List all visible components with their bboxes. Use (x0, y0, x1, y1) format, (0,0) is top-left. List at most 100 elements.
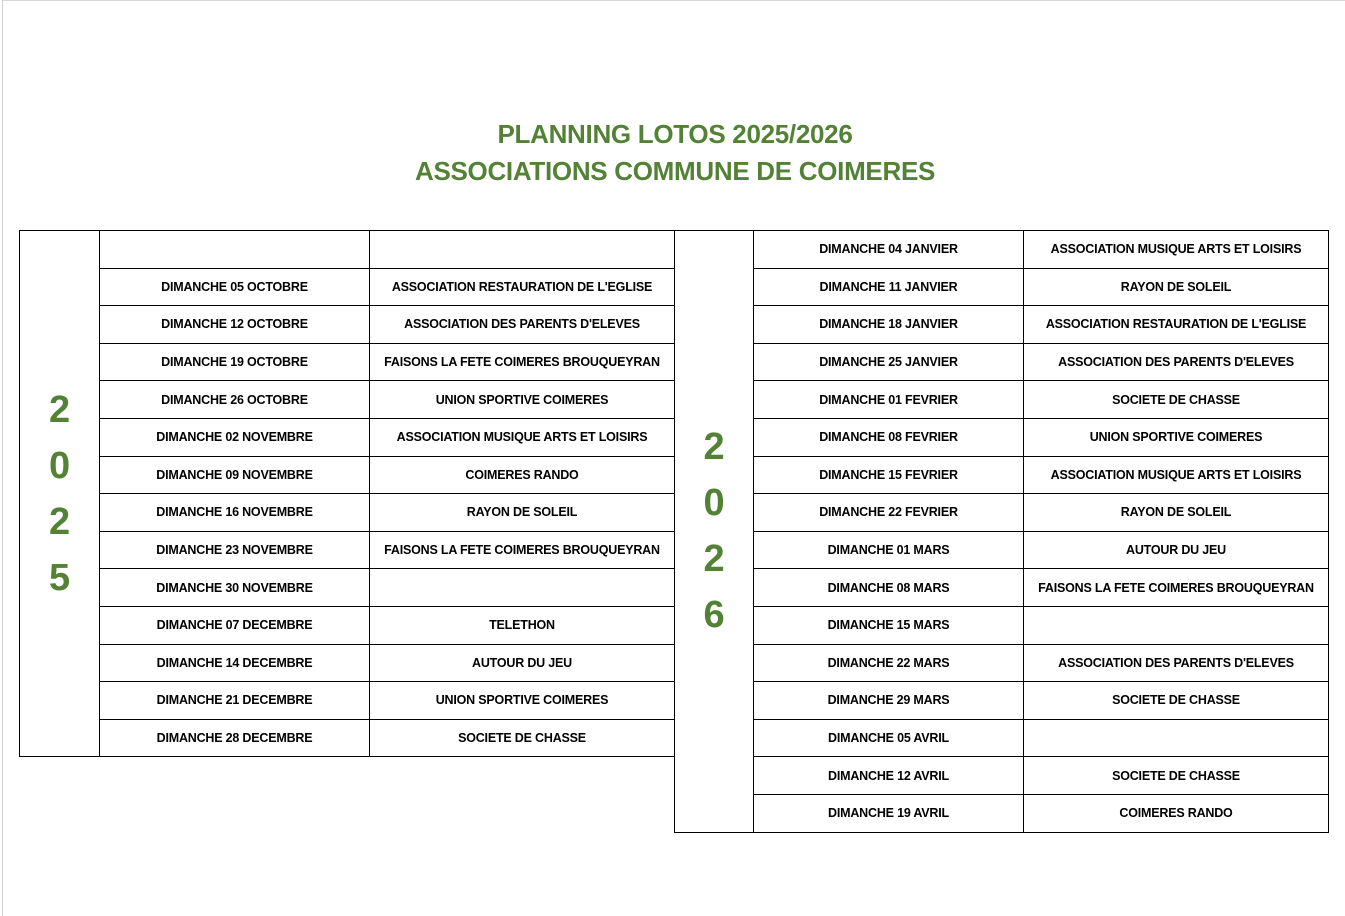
table-row: DIMANCHE 16 NOVEMBRE RAYON DE SOLEIL (20, 493, 675, 532)
schedule-table-2026: 2 0 2 6 DIMANCHE 04 JANVIER ASSOCIATION MUSIQ… (674, 230, 1329, 833)
table-row: DIMANCHE 08 FEVRIER UNION SPORTIVE COIMER… (675, 417, 1329, 457)
date-cell: DIMANCHE 19 OCTOBRE (99, 342, 370, 382)
association-cell: FAISONS LA FETE COIMERES BROUQUEYRAN (369, 342, 675, 382)
year-digit: 0 (703, 482, 725, 525)
table-row: DIMANCHE 01 MARS AUTOUR DU JEU (675, 530, 1329, 570)
table-row: DIMANCHE 22 MARS ASSOCIATION DES PARENTS … (675, 643, 1329, 683)
date-cell: DIMANCHE 05 AVRIL (753, 718, 1024, 758)
date-cell: DIMANCHE 19 AVRIL (753, 793, 1024, 833)
table-row: DIMANCHE 05 OCTOBRE ASSOCIATION RESTAURAT… (20, 267, 675, 307)
association-cell: SOCIETE DE CHASSE (369, 718, 675, 758)
year-digit: 2 (703, 426, 725, 469)
date-cell: DIMANCHE 08 FEVRIER (753, 417, 1024, 457)
table-row: DIMANCHE 14 DECEMBRE AUTOUR DU JEU (20, 643, 675, 683)
date-cell: DIMANCHE 16 NOVEMBRE (99, 493, 370, 532)
year-digit: 6 (703, 594, 725, 637)
table-row: DIMANCHE 11 JANVIER RAYON DE SOLEIL (675, 267, 1329, 307)
association-cell: RAYON DE SOLEIL (1023, 493, 1329, 532)
table-row: DIMANCHE 07 DECEMBRE TELETHON (20, 605, 675, 645)
table-row: DIMANCHE 19 AVRIL COIMERES RANDO (675, 793, 1329, 833)
date-cell: DIMANCHE 14 DECEMBRE (99, 643, 370, 683)
date-cell: DIMANCHE 23 NOVEMBRE (99, 530, 370, 570)
date-cell: DIMANCHE 12 AVRIL (753, 756, 1024, 795)
table-row: DIMANCHE 22 FEVRIER RAYON DE SOLEIL (675, 493, 1329, 532)
association-cell: AUTOUR DU JEU (1023, 530, 1329, 570)
table-row: DIMANCHE 08 MARS FAISONS LA FETE COIMERES… (675, 568, 1329, 607)
association-cell: FAISONS LA FETE COIMERES BROUQUEYRAN (1023, 568, 1329, 607)
table-row: DIMANCHE 15 MARS (675, 605, 1329, 645)
association-cell: ASSOCIATION MUSIQUE ARTS ET LOISIRS (369, 417, 675, 457)
association-cell: COIMERES RANDO (369, 455, 675, 495)
table-row: DIMANCHE 12 AVRIL SOCIETE DE CHASSE (675, 756, 1329, 795)
page-top-edge (2, 0, 1345, 1)
page-title: PLANNING LOTOS 2025/2026 (497, 119, 853, 149)
table-row: DIMANCHE 18 JANVIER ASSOCIATION RESTAURAT… (675, 305, 1329, 344)
association-cell: SOCIETE DE CHASSE (1023, 380, 1329, 419)
association-cell: UNION SPORTIVE COIMERES (1023, 417, 1329, 457)
association-cell: ASSOCIATION MUSIQUE ARTS ET LOISIRS (1023, 455, 1329, 495)
table-row: DIMANCHE 15 FEVRIER ASSOCIATION MUSIQUE A… (675, 455, 1329, 495)
date-cell: DIMANCHE 01 FEVRIER (753, 380, 1024, 419)
association-cell: AUTOUR DU JEU (369, 643, 675, 683)
date-cell: DIMANCHE 22 MARS (753, 643, 1024, 683)
association-cell (369, 230, 675, 269)
date-cell: DIMANCHE 18 JANVIER (753, 305, 1024, 344)
association-cell (1023, 605, 1329, 645)
page-left-edge (2, 0, 3, 916)
association-cell: FAISONS LA FETE COIMERES BROUQUEYRAN (369, 530, 675, 570)
association-cell: RAYON DE SOLEIL (369, 493, 675, 532)
date-cell: DIMANCHE 08 MARS (753, 568, 1024, 607)
association-cell (369, 568, 675, 607)
date-cell: DIMANCHE 05 OCTOBRE (99, 267, 370, 307)
association-cell: ASSOCIATION MUSIQUE ARTS ET LOISIRS (1023, 230, 1329, 269)
association-cell: COIMERES RANDO (1023, 793, 1329, 833)
table-row: DIMANCHE 09 NOVEMBRE COIMERES RANDO (20, 455, 675, 495)
date-cell: DIMANCHE 01 MARS (753, 530, 1024, 570)
table-row: DIMANCHE 02 NOVEMBRE ASSOCIATION MUSIQUE … (20, 417, 675, 457)
date-cell: DIMANCHE 25 JANVIER (753, 342, 1024, 382)
association-cell: SOCIETE DE CHASSE (1023, 681, 1329, 720)
date-cell: DIMANCHE 22 FEVRIER (753, 493, 1024, 532)
table-row: DIMANCHE 30 NOVEMBRE (20, 568, 675, 607)
table-row: DIMANCHE 12 OCTOBRE ASSOCIATION DES PAREN… (20, 305, 675, 344)
association-cell: SOCIETE DE CHASSE (1023, 756, 1329, 795)
table-row: DIMANCHE 26 OCTOBRE UNION SPORTIVE COIMER… (20, 380, 675, 419)
date-cell: DIMANCHE 21 DECEMBRE (99, 681, 370, 720)
year-digit: 2 (49, 388, 70, 431)
table-row: DIMANCHE 21 DECEMBRE UNION SPORTIVE COIME… (20, 681, 675, 720)
table-row: DIMANCHE 28 DECEMBRE SOCIETE DE CHASSE (20, 718, 675, 758)
date-cell: DIMANCHE 15 FEVRIER (753, 455, 1024, 495)
year-digit: 2 (703, 538, 725, 581)
association-cell (1023, 718, 1329, 758)
schedule-table-2025: 2 0 2 5 DIMANCHE 05 OCTOBRE ASSOCIATION RESTA… (19, 229, 675, 758)
table-row: DIMANCHE 29 MARS SOCIETE DE CHASSE (675, 681, 1329, 720)
year-digit: 0 (49, 444, 70, 487)
date-cell: DIMANCHE 15 MARS (753, 605, 1024, 645)
page-subtitle: ASSOCIATIONS COMMUNE DE COIMERES (414, 156, 936, 186)
date-cell: DIMANCHE 30 NOVEMBRE (99, 568, 370, 607)
date-cell: DIMANCHE 28 DECEMBRE (99, 718, 370, 758)
association-cell: ASSOCIATION DES PARENTS D'ELEVES (1023, 342, 1329, 382)
date-cell: DIMANCHE 04 JANVIER (753, 230, 1024, 269)
date-cell: DIMANCHE 07 DECEMBRE (99, 605, 370, 645)
year-digit: 2 (49, 500, 70, 543)
association-cell: UNION SPORTIVE COIMERES (369, 681, 675, 720)
table-row: DIMANCHE 23 NOVEMBRE FAISONS LA FETE COIM… (20, 530, 675, 570)
table-row: DIMANCHE 19 OCTOBRE FAISONS LA FETE COIME… (20, 342, 675, 382)
date-cell: DIMANCHE 29 MARS (753, 681, 1024, 720)
year-digit: 5 (49, 556, 70, 599)
date-cell: DIMANCHE 11 JANVIER (753, 267, 1024, 307)
date-cell: DIMANCHE 12 OCTOBRE (99, 305, 370, 344)
date-cell: DIMANCHE 26 OCTOBRE (99, 380, 370, 419)
table-row: DIMANCHE 25 JANVIER ASSOCIATION DES PAREN… (675, 342, 1329, 382)
table-row: 2 0 2 6 DIMANCHE 04 JANVIER ASSOCIATION MUSIQ… (674, 230, 1329, 833)
date-cell: DIMANCHE 09 NOVEMBRE (99, 455, 370, 495)
association-cell: RAYON DE SOLEIL (1023, 267, 1329, 307)
association-cell: ASSOCIATION RESTAURATION DE L'EGLISE (1023, 305, 1329, 344)
table-row: DIMANCHE 05 AVRIL (675, 718, 1329, 758)
association-cell: ASSOCIATION DES PARENTS D'ELEVES (1023, 643, 1329, 683)
table-row: DIMANCHE 01 FEVRIER SOCIETE DE CHASSE (675, 380, 1329, 419)
association-cell: UNION SPORTIVE COIMERES (369, 380, 675, 419)
